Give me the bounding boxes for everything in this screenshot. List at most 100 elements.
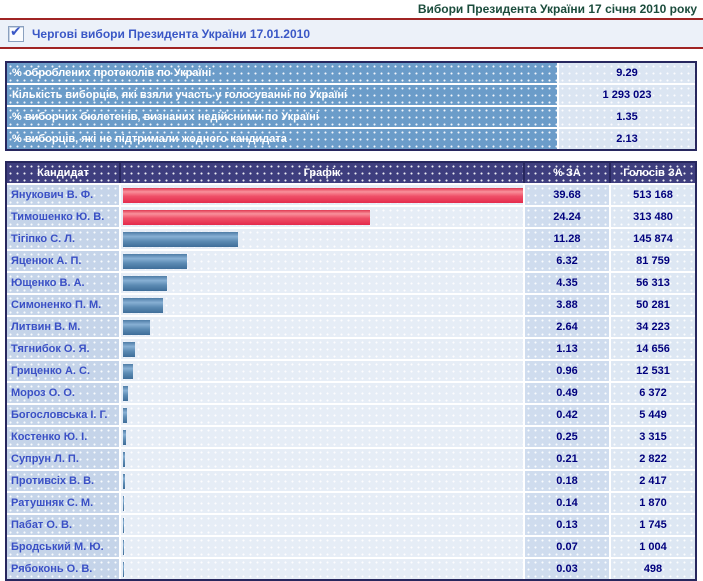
candidate-votes: 145 874 <box>611 229 695 249</box>
candidate-graph-cell <box>121 515 523 535</box>
candidate-row: Противсіх В. В. 0.18 2 417 <box>7 471 695 491</box>
result-bar <box>123 561 124 577</box>
candidate-votes: 313 480 <box>611 207 695 227</box>
election-link[interactable]: Чергові вибори Президента України 17.01.… <box>32 26 310 41</box>
summary-value: 9.29 <box>559 63 695 83</box>
column-header-percent: % ЗА <box>525 163 609 183</box>
candidate-percent: 1.13 <box>525 339 609 359</box>
candidate-name-link[interactable]: Ратушняк С. М. <box>7 493 119 513</box>
candidate-votes: 2 417 <box>611 471 695 491</box>
subheader-divider-rule <box>0 47 703 49</box>
summary-row: Кількість виборців, які взяли участь у г… <box>7 85 695 105</box>
results-table: Кандидат Графік % ЗА Голосів ЗА Янукович… <box>5 161 697 581</box>
candidate-percent: 0.49 <box>525 383 609 403</box>
candidate-votes: 34 223 <box>611 317 695 337</box>
candidate-percent: 0.96 <box>525 361 609 381</box>
candidate-name-link[interactable]: Симоненко П. М. <box>7 295 119 315</box>
result-bar <box>123 341 135 357</box>
candidate-votes: 81 759 <box>611 251 695 271</box>
result-bar <box>123 231 238 247</box>
column-header-graph: Графік <box>121 163 523 183</box>
candidate-graph-cell <box>121 273 523 293</box>
summary-row: % виборчих бюлетенів, визнаних недійсним… <box>7 107 695 127</box>
candidate-graph-cell <box>121 493 523 513</box>
summary-value: 1 293 023 <box>559 85 695 105</box>
candidate-row: Рябоконь О. В. 0.03 498 <box>7 559 695 579</box>
result-bar <box>123 297 163 313</box>
result-bar <box>123 363 133 379</box>
candidate-row: Ратушняк С. М. 0.14 1 870 <box>7 493 695 513</box>
summary-table: % оброблених протоколів по Україні 9.29 … <box>5 61 697 151</box>
candidate-row: Богословська І. Г. 0.42 5 449 <box>7 405 695 425</box>
summary-label: % оброблених протоколів по Україні <box>7 63 557 83</box>
candidate-row: Литвин В. М. 2.64 34 223 <box>7 317 695 337</box>
candidate-graph-cell <box>121 559 523 579</box>
candidate-votes: 12 531 <box>611 361 695 381</box>
candidate-graph-cell <box>121 449 523 469</box>
candidate-graph-cell <box>121 317 523 337</box>
candidate-votes: 5 449 <box>611 405 695 425</box>
candidate-percent: 0.03 <box>525 559 609 579</box>
candidate-percent: 4.35 <box>525 273 609 293</box>
candidate-name-link[interactable]: Янукович В. Ф. <box>7 185 119 205</box>
candidate-row: Супрун Л. П. 0.21 2 822 <box>7 449 695 469</box>
candidate-graph-cell <box>121 339 523 359</box>
candidate-name-link[interactable]: Яценюк А. П. <box>7 251 119 271</box>
candidate-percent: 0.25 <box>525 427 609 447</box>
result-bar <box>123 253 187 269</box>
candidate-row: Яценюк А. П. 6.32 81 759 <box>7 251 695 271</box>
candidate-row: Пабат О. В. 0.13 1 745 <box>7 515 695 535</box>
candidate-name-link[interactable]: Костенко Ю. І. <box>7 427 119 447</box>
result-bar <box>123 187 523 203</box>
candidate-graph-cell <box>121 295 523 315</box>
candidate-graph-cell <box>121 383 523 403</box>
candidate-row: Костенко Ю. І. 0.25 3 315 <box>7 427 695 447</box>
candidate-graph-cell <box>121 207 523 227</box>
candidate-votes: 498 <box>611 559 695 579</box>
summary-label: % виборчих бюлетенів, визнаних недійсним… <box>7 107 557 127</box>
summary-value: 1.35 <box>559 107 695 127</box>
candidate-name-link[interactable]: Ющенко В. А. <box>7 273 119 293</box>
candidate-row: Тягнибок О. Я. 1.13 14 656 <box>7 339 695 359</box>
candidate-votes: 2 822 <box>611 449 695 469</box>
candidate-name-link[interactable]: Бродський М. Ю. <box>7 537 119 557</box>
column-header-votes: Голосів ЗА <box>611 163 695 183</box>
candidate-graph-cell <box>121 185 523 205</box>
election-subheader-bar: Чергові вибори Президента України 17.01.… <box>0 20 703 47</box>
result-bar <box>123 473 125 489</box>
candidate-percent: 11.28 <box>525 229 609 249</box>
candidate-name-link[interactable]: Тігіпко С. Л. <box>7 229 119 249</box>
results-header-row: Кандидат Графік % ЗА Голосів ЗА <box>7 163 695 183</box>
candidate-graph-cell <box>121 427 523 447</box>
candidate-votes: 14 656 <box>611 339 695 359</box>
result-bar <box>123 275 167 291</box>
candidate-name-link[interactable]: Противсіх В. В. <box>7 471 119 491</box>
candidate-name-link[interactable]: Богословська І. Г. <box>7 405 119 425</box>
result-bar <box>123 517 124 533</box>
candidate-name-link[interactable]: Пабат О. В. <box>7 515 119 535</box>
candidate-name-link[interactable]: Гриценко А. С. <box>7 361 119 381</box>
candidate-votes: 3 315 <box>611 427 695 447</box>
column-header-candidate: Кандидат <box>7 163 119 183</box>
candidate-name-link[interactable]: Рябоконь О. В. <box>7 559 119 579</box>
result-bar <box>123 451 125 467</box>
candidate-percent: 2.64 <box>525 317 609 337</box>
candidate-row: Мороз О. О. 0.49 6 372 <box>7 383 695 403</box>
result-bar <box>123 407 127 423</box>
result-bar <box>123 319 150 335</box>
candidate-name-link[interactable]: Литвин В. М. <box>7 317 119 337</box>
candidate-name-link[interactable]: Супрун Л. П. <box>7 449 119 469</box>
candidate-graph-cell <box>121 405 523 425</box>
page-title: Вибори Президента України 17 січня 2010 … <box>417 2 697 16</box>
candidate-name-link[interactable]: Мороз О. О. <box>7 383 119 403</box>
summary-label: % виборців, які не підтримали жодного ка… <box>7 129 557 149</box>
summary-label: Кількість виборців, які взяли участь у г… <box>7 85 557 105</box>
candidate-votes: 50 281 <box>611 295 695 315</box>
candidate-votes: 1 745 <box>611 515 695 535</box>
candidate-name-link[interactable]: Тягнибок О. Я. <box>7 339 119 359</box>
candidate-votes: 1 870 <box>611 493 695 513</box>
candidate-percent: 0.42 <box>525 405 609 425</box>
candidate-name-link[interactable]: Тимошенко Ю. В. <box>7 207 119 227</box>
summary-row: % оброблених протоколів по Україні 9.29 <box>7 63 695 83</box>
candidate-percent: 39.68 <box>525 185 609 205</box>
